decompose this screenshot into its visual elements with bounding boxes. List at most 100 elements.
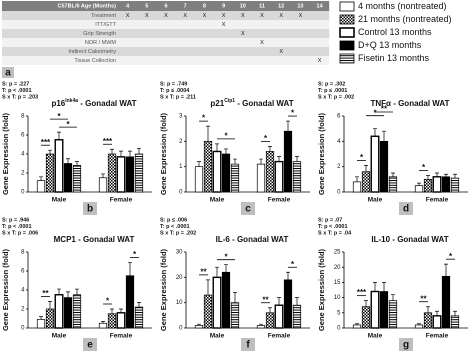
y-tick-label: 4	[21, 288, 25, 294]
bar	[265, 151, 275, 193]
y-tick-label: 6	[21, 133, 25, 139]
error-bar	[444, 263, 448, 277]
y-tick-label: 0	[337, 326, 341, 332]
error-bar	[435, 310, 439, 316]
bar	[72, 294, 82, 329]
error-bar	[417, 182, 421, 186]
panel-label-box	[399, 338, 413, 351]
table-cell: X	[299, 13, 303, 19]
legend-swatch	[339, 53, 355, 64]
y-tick-label: 25	[334, 250, 341, 256]
bar	[450, 177, 460, 193]
error-bar	[373, 128, 377, 137]
table-header-bg	[2, 1, 330, 11]
bar	[54, 139, 64, 193]
significance-label: *	[422, 163, 426, 172]
chart-title: IL-10 - Gonadal WAT	[371, 235, 448, 244]
y-tick-label: 6	[21, 269, 25, 275]
table-row-bg	[2, 47, 330, 56]
error-bar	[435, 172, 439, 177]
error-bar	[110, 308, 114, 314]
y-axis-label: Gene Expression (fold)	[1, 112, 10, 195]
y-tick-label: 1	[179, 164, 183, 170]
group-label: Male	[210, 333, 225, 340]
legend-label: Control 13 months	[358, 27, 432, 37]
bar	[212, 150, 222, 193]
group-label: Male	[52, 333, 67, 340]
group-label: Male	[368, 197, 383, 204]
table-cell: X	[260, 40, 264, 46]
error-bar	[286, 120, 290, 132]
stat-text: S: p = .302	[318, 81, 345, 87]
group-label: Male	[52, 197, 67, 204]
error-bar	[295, 156, 299, 162]
table-cell: X	[279, 49, 283, 55]
significance-label: *	[106, 297, 110, 306]
bar	[256, 325, 266, 329]
error-bar	[119, 150, 123, 157]
bar	[194, 325, 204, 329]
error-bar	[57, 288, 61, 295]
bar	[230, 302, 240, 329]
error-bar	[128, 262, 132, 276]
bar	[370, 290, 380, 329]
panel-label-box	[399, 202, 413, 215]
error-bar	[453, 310, 457, 316]
table-row-label: Grip Strength	[83, 31, 116, 37]
bar	[98, 177, 108, 193]
y-tick-label: 10	[176, 300, 183, 306]
error-bar	[259, 158, 263, 165]
significance-label: *	[202, 114, 206, 123]
bar	[379, 140, 389, 193]
bar	[388, 176, 398, 193]
panel-label: a	[5, 68, 11, 79]
stat-text: S: p = .07	[318, 217, 342, 223]
bar	[283, 130, 293, 193]
error-bar	[66, 291, 70, 298]
error-bar	[355, 323, 359, 325]
stat-text: T: p ≤ .0004	[160, 88, 190, 94]
legend-swatch	[339, 27, 355, 38]
stat-text: T: p ≤ .0001	[318, 88, 347, 94]
bar	[36, 319, 46, 329]
stat-text: S: p = .227	[2, 81, 29, 87]
error-bar	[75, 288, 79, 295]
stat-text: T: p < .0001	[2, 224, 32, 230]
bar	[63, 297, 73, 329]
panel-label-box	[241, 338, 255, 351]
error-bar	[39, 316, 43, 320]
y-axis-label: Gene Expression (fold)	[159, 248, 168, 331]
legend-label: Fisetin 13 months	[358, 53, 430, 63]
table-cell: X	[241, 13, 245, 19]
error-bar	[453, 173, 457, 179]
significance-label: *	[224, 252, 228, 261]
table-row-bg	[2, 11, 330, 20]
y-axis-label: Gene Expression (fold)	[1, 248, 10, 331]
bar	[107, 153, 117, 193]
y-tick-label: 8	[21, 250, 25, 256]
error-bar	[373, 282, 377, 292]
table-cell: X	[222, 13, 226, 19]
y-tick-label: 3	[179, 114, 183, 120]
chart-title: MCP1 - Gonadal WAT	[54, 235, 135, 244]
legend-label: 4 months (nontreated)	[358, 1, 447, 11]
table-cell: X	[260, 13, 264, 19]
error-bar	[119, 308, 123, 313]
significance-label: ***	[103, 137, 113, 146]
error-bar	[197, 323, 201, 326]
y-tick-label: 20	[176, 275, 183, 281]
table-cell: X	[203, 13, 207, 19]
table-row-bg	[2, 29, 330, 38]
error-bar	[268, 146, 272, 152]
table-header-cell: 4	[126, 3, 130, 9]
error-bar	[277, 297, 281, 306]
bar	[98, 322, 108, 329]
significance-label: *	[57, 112, 61, 121]
bar	[292, 161, 302, 193]
error-bar	[277, 156, 281, 162]
group-label: Male	[368, 333, 383, 340]
stat-text: S x T: p = .211	[160, 94, 196, 100]
bar	[432, 176, 442, 193]
panel-label: d	[403, 204, 409, 215]
table-header-cell: 6	[164, 3, 167, 9]
